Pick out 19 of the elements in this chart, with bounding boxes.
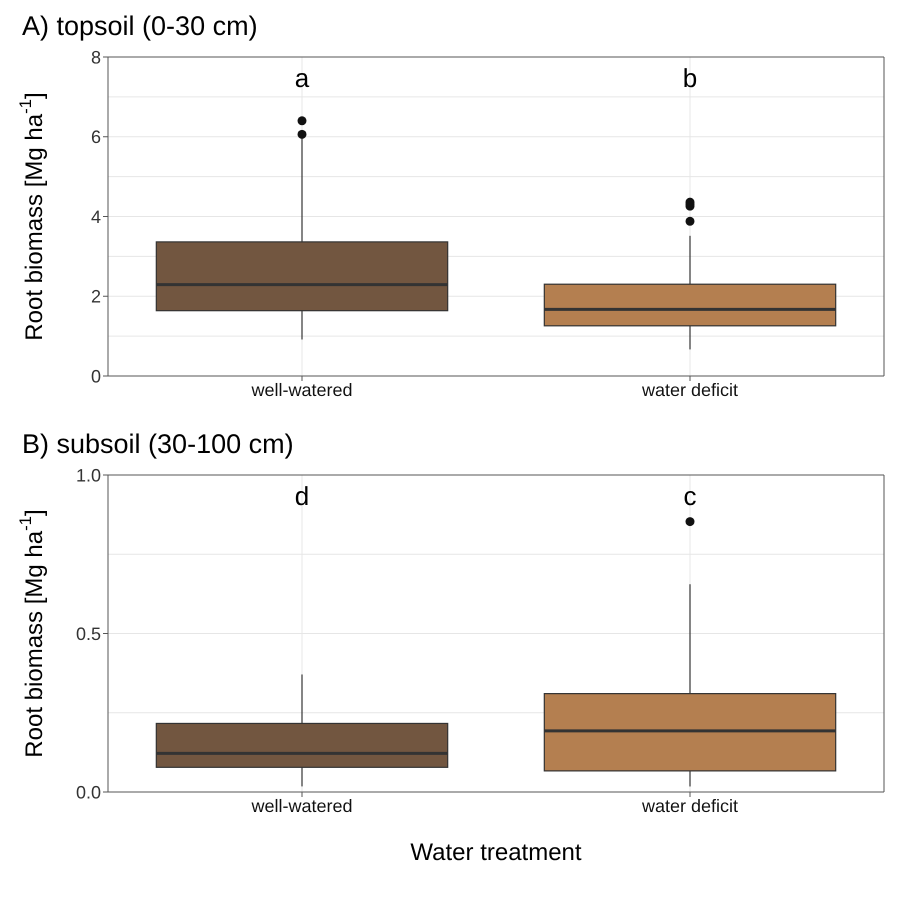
y-tick-label: 0.5	[76, 624, 101, 644]
y-tick-label: 8	[90, 47, 101, 68]
y-tick-label: 0.0	[76, 782, 101, 802]
x-tick-label: water deficit	[640, 796, 738, 816]
annotation: b	[682, 62, 698, 93]
annotation: d	[294, 480, 310, 511]
y-tick-label: 0	[90, 366, 101, 386]
x-tick-label: well-watered	[250, 796, 353, 816]
y-tick-label: 6	[90, 127, 101, 148]
annotation: a	[294, 62, 310, 93]
chart-title: A) topsoil (0-30 cm)	[21, 10, 259, 43]
x-tick-label: water deficit	[640, 380, 738, 400]
y-tick-label: 1.0	[76, 465, 101, 486]
x-axis-title: Water treatment	[410, 839, 582, 866]
x-tick-label: well-watered	[250, 380, 353, 400]
annotation: c	[684, 480, 696, 511]
y-tick-label: 4	[90, 206, 101, 227]
chart-title: B) subsoil (30-100 cm)	[21, 428, 295, 461]
y-tick-label: 2	[90, 286, 101, 307]
